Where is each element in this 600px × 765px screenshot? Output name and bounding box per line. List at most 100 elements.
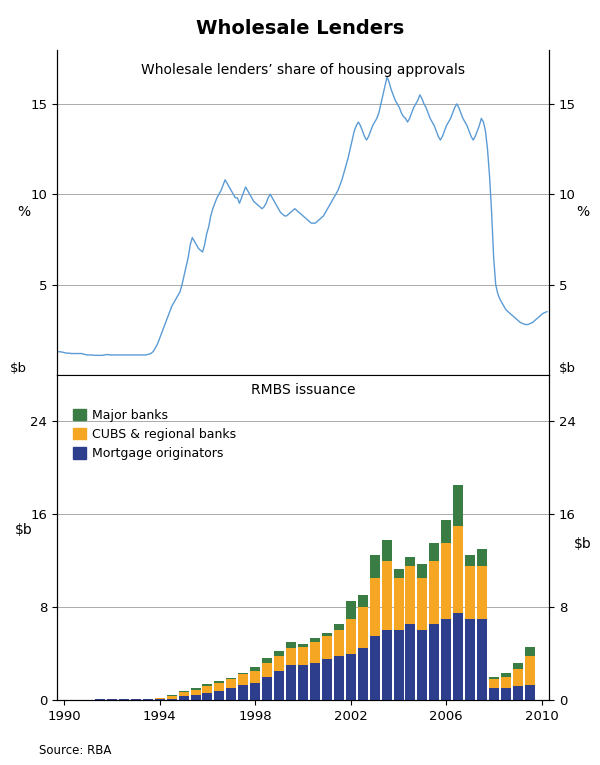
Bar: [310, 639, 320, 642]
Bar: [250, 682, 260, 700]
Bar: [465, 566, 475, 619]
Bar: [191, 688, 200, 689]
Bar: [298, 646, 308, 665]
Y-axis label: $b: $b: [574, 537, 592, 552]
Bar: [322, 659, 332, 700]
Bar: [179, 691, 188, 692]
Bar: [453, 485, 463, 526]
Text: $b: $b: [10, 362, 27, 375]
Bar: [406, 566, 415, 624]
Bar: [489, 677, 499, 679]
Bar: [322, 633, 332, 636]
Bar: [465, 619, 475, 700]
Bar: [513, 686, 523, 700]
Bar: [501, 688, 511, 700]
Bar: [370, 555, 380, 578]
Bar: [346, 601, 356, 619]
Bar: [286, 642, 296, 648]
Bar: [346, 653, 356, 700]
Bar: [298, 644, 308, 646]
Bar: [513, 669, 523, 686]
Bar: [525, 646, 535, 656]
Bar: [310, 642, 320, 662]
Bar: [501, 677, 511, 688]
Bar: [274, 671, 284, 700]
Bar: [406, 624, 415, 700]
Bar: [418, 564, 427, 578]
Legend: Major banks, CUBS & regional banks, Mortgage originators: Major banks, CUBS & regional banks, Mort…: [68, 404, 241, 465]
Bar: [274, 651, 284, 656]
Bar: [441, 520, 451, 543]
Bar: [226, 688, 236, 700]
Bar: [214, 682, 224, 691]
Bar: [358, 648, 368, 700]
Bar: [334, 624, 344, 630]
Bar: [441, 543, 451, 619]
Bar: [191, 695, 200, 700]
Bar: [477, 566, 487, 619]
Bar: [202, 693, 212, 700]
Bar: [430, 561, 439, 624]
Bar: [226, 679, 236, 689]
Bar: [465, 555, 475, 566]
Bar: [167, 696, 176, 699]
Bar: [179, 692, 188, 696]
Bar: [262, 677, 272, 700]
Bar: [406, 557, 415, 566]
Bar: [382, 561, 392, 630]
Bar: [226, 678, 236, 679]
Bar: [370, 578, 380, 636]
Bar: [394, 568, 404, 578]
Bar: [214, 691, 224, 700]
Bar: [525, 685, 535, 700]
Bar: [489, 688, 499, 700]
Bar: [334, 656, 344, 700]
Y-axis label: %: %: [17, 205, 30, 220]
Bar: [334, 630, 344, 656]
Bar: [370, 636, 380, 700]
Bar: [274, 656, 284, 671]
Bar: [358, 595, 368, 607]
Bar: [262, 662, 272, 677]
Bar: [286, 648, 296, 665]
Bar: [250, 671, 260, 682]
Bar: [322, 636, 332, 659]
Bar: [382, 540, 392, 561]
Bar: [477, 619, 487, 700]
Bar: [250, 667, 260, 671]
Bar: [453, 526, 463, 613]
Y-axis label: $b: $b: [14, 523, 32, 537]
Bar: [418, 578, 427, 630]
Bar: [202, 686, 212, 693]
Bar: [202, 684, 212, 686]
Text: Source: RBA: Source: RBA: [39, 744, 112, 757]
Text: RMBS issuance: RMBS issuance: [251, 383, 355, 397]
Bar: [477, 549, 487, 566]
Bar: [489, 679, 499, 689]
Bar: [394, 578, 404, 630]
Bar: [358, 607, 368, 648]
Bar: [179, 696, 188, 700]
Bar: [525, 656, 535, 685]
Y-axis label: %: %: [576, 205, 589, 220]
Text: $b: $b: [559, 362, 576, 375]
Bar: [155, 698, 165, 699]
Bar: [238, 685, 248, 700]
Bar: [238, 673, 248, 675]
Bar: [418, 630, 427, 700]
Text: Wholesale Lenders: Wholesale Lenders: [196, 19, 404, 38]
Bar: [310, 662, 320, 700]
Bar: [501, 673, 511, 677]
Bar: [286, 665, 296, 700]
Bar: [191, 689, 200, 695]
Bar: [262, 658, 272, 662]
Bar: [513, 662, 523, 669]
Bar: [382, 630, 392, 700]
Bar: [430, 624, 439, 700]
Bar: [346, 619, 356, 653]
Bar: [441, 619, 451, 700]
Bar: [238, 675, 248, 685]
Text: Wholesale lenders’ share of housing approvals: Wholesale lenders’ share of housing appr…: [141, 63, 465, 76]
Bar: [453, 613, 463, 700]
Bar: [394, 630, 404, 700]
